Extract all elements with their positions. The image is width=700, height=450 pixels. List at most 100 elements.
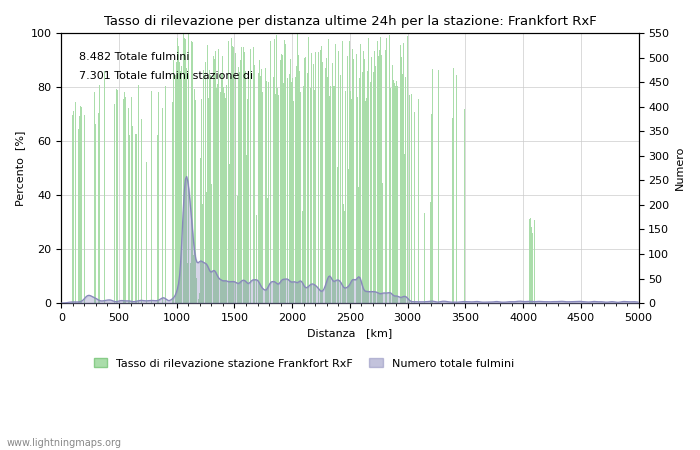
Bar (268, 82, 269, 303)
Bar (204, 63, 206, 303)
Bar (202, 204, 203, 303)
Bar (340, 75, 341, 303)
Bar (117, 90, 118, 303)
Bar (178, 46, 179, 303)
Bar (172, 102, 173, 303)
Bar (283, 83, 284, 303)
Bar (224, 93, 225, 303)
Bar (165, 86, 167, 303)
Bar (329, 96, 330, 303)
Bar (330, 86, 331, 303)
Bar (356, 54, 357, 303)
Bar (531, 227, 532, 303)
Bar (371, 57, 372, 303)
Bar (350, 91, 351, 303)
Bar (385, 50, 386, 303)
Bar (452, 117, 453, 303)
Bar (291, 82, 292, 303)
Bar (382, 183, 384, 303)
Bar (438, 70, 439, 303)
Bar (186, 68, 187, 303)
Bar (266, 81, 267, 303)
Bar (320, 50, 321, 303)
Bar (241, 47, 242, 303)
Bar (136, 134, 137, 303)
Bar (302, 86, 304, 303)
Bar (374, 51, 375, 303)
Bar (229, 164, 230, 303)
Bar (216, 88, 217, 303)
Bar (132, 126, 133, 303)
Bar (238, 68, 239, 303)
Bar (253, 47, 254, 303)
Bar (378, 56, 379, 303)
Bar (362, 72, 363, 303)
Bar (411, 94, 412, 303)
Bar (282, 55, 283, 303)
Bar (174, 75, 176, 303)
Bar (279, 59, 281, 303)
Bar (375, 66, 377, 303)
Bar (401, 57, 402, 303)
Bar (298, 55, 299, 303)
Bar (386, 38, 387, 303)
Bar (300, 92, 302, 303)
Y-axis label: Numero: Numero (675, 146, 685, 190)
Bar (231, 38, 232, 303)
Bar (124, 92, 125, 303)
Bar (309, 88, 311, 303)
Bar (360, 45, 361, 303)
Bar (430, 114, 432, 303)
Bar (177, 38, 178, 303)
Bar (296, 66, 297, 303)
Bar (73, 111, 74, 303)
Bar (337, 167, 338, 303)
Bar (380, 37, 381, 303)
Bar (339, 51, 340, 303)
Bar (327, 77, 328, 303)
Bar (135, 134, 136, 303)
Legend: Tasso di rilevazione stazione Frankfort RxF, Numero totale fulmini: Tasso di rilevazione stazione Frankfort … (90, 354, 518, 373)
Bar (193, 256, 194, 303)
Bar (332, 86, 334, 303)
Bar (373, 72, 374, 303)
Bar (72, 115, 73, 303)
Bar (352, 49, 354, 303)
Bar (366, 98, 368, 303)
Bar (222, 56, 223, 303)
Bar (209, 70, 210, 303)
Bar (307, 73, 308, 303)
Bar (131, 97, 132, 303)
Bar (99, 85, 100, 303)
Bar (286, 78, 288, 303)
X-axis label: Distanza   [km]: Distanza [km] (307, 328, 393, 338)
Bar (195, 99, 196, 303)
Bar (343, 204, 344, 303)
Bar (138, 86, 139, 303)
Bar (94, 91, 95, 303)
Bar (188, 33, 190, 303)
Bar (289, 73, 290, 303)
Bar (277, 88, 279, 303)
Bar (335, 44, 336, 303)
Bar (211, 184, 212, 303)
Bar (225, 99, 226, 303)
Bar (98, 113, 99, 303)
Bar (197, 299, 199, 303)
Bar (248, 77, 249, 303)
Bar (326, 58, 327, 303)
Bar (418, 99, 419, 303)
Bar (276, 35, 277, 303)
Bar (365, 101, 366, 303)
Bar (346, 56, 347, 303)
Bar (81, 107, 82, 303)
Bar (456, 75, 457, 303)
Bar (185, 39, 186, 303)
Bar (243, 47, 244, 303)
Bar (395, 86, 396, 303)
Bar (215, 51, 216, 303)
Bar (328, 39, 329, 303)
Bar (75, 102, 76, 303)
Bar (128, 108, 130, 303)
Bar (379, 50, 380, 303)
